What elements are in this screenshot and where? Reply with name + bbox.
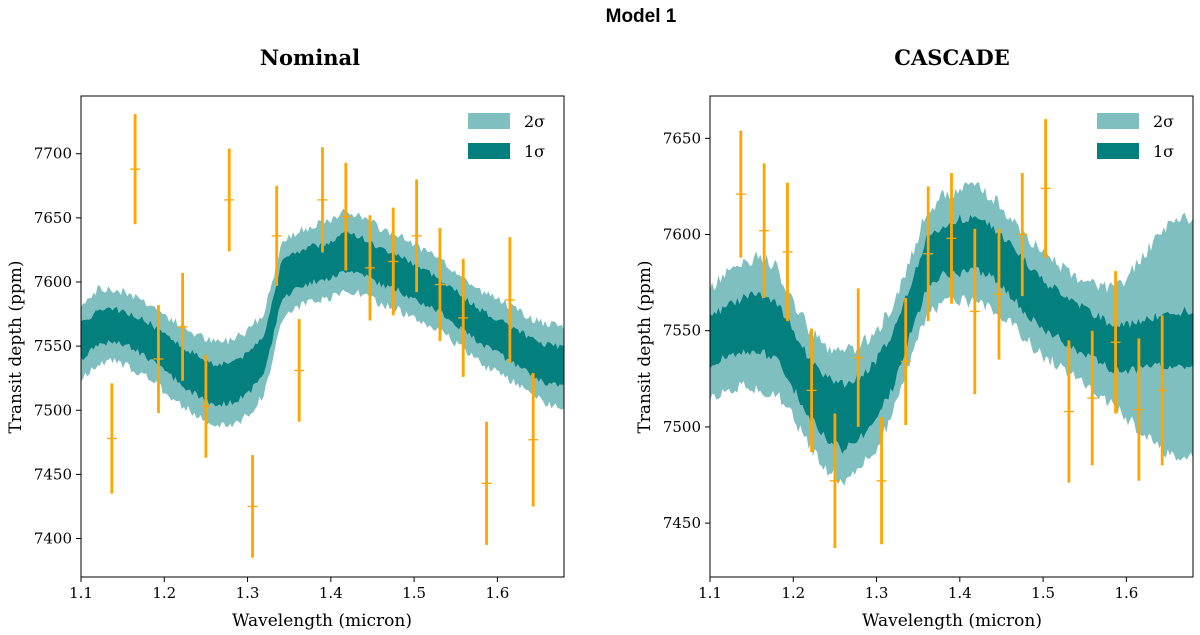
legend: 2σ 1σ [468,112,545,161]
y-tick-label: 7650 [34,209,72,227]
data-point [759,163,770,299]
data-point [1063,340,1074,483]
cascade-panel: CASCADE Wavelength (micron) Transit dept… [635,45,1194,631]
legend-label: 2σ [1153,112,1174,131]
data-point [1110,271,1121,414]
axes-frame [709,95,1194,578]
data-point [200,355,211,458]
data-point [806,328,817,452]
axes-frame [80,95,565,578]
y-tick-label: 7700 [34,145,72,163]
data-point [294,319,305,422]
y-tick-label: 7500 [663,418,701,436]
data-point [106,383,117,494]
legend-label: 1σ [524,142,545,161]
data-point [271,185,282,286]
legend: 2σ 1σ [1097,112,1174,161]
data-point [247,455,258,558]
legend-swatch [1097,113,1139,129]
plot-area [710,119,1193,549]
data-point [969,228,980,395]
data-point [153,305,164,413]
data-point [340,162,351,271]
band-1sigma [710,214,1193,454]
data-point [853,288,864,427]
data-point [317,147,328,253]
data-point [829,413,840,549]
data-point [946,172,957,304]
x-tick-label: 1.5 [1031,584,1055,602]
x-tick-label: 1.3 [236,584,260,602]
data-point [177,273,188,381]
legend-label: 1σ [1153,142,1174,161]
data-point [993,228,1004,360]
y-tick-label: 7650 [663,129,701,147]
x-tick-label: 1.1 [698,584,722,602]
y-tick-label: 7600 [663,226,701,244]
data-point [411,179,422,293]
data-point [504,237,515,363]
legend-label: 2σ [524,112,545,131]
y-tick-label: 7600 [34,273,72,291]
x-tick-label: 1.6 [1114,584,1138,602]
y-tick-label: 7550 [663,322,701,340]
figure-title: Model 1 [606,6,677,27]
x-axis-label: Wavelength (micron) [862,611,1042,631]
x-tick-label: 1.5 [402,584,426,602]
data-point [1087,330,1098,466]
data-point [528,373,539,507]
data-point [1133,338,1144,481]
x-axis-label: Wavelength (micron) [232,611,412,631]
data-point [1017,172,1028,297]
legend-swatch [468,113,510,129]
data-point [782,182,793,322]
data-point [130,113,141,225]
panel-title: CASCADE [894,45,1009,70]
x-tick-label: 1.2 [152,584,176,602]
y-axis-label: Transit depth (ppm) [6,260,26,433]
x-tick-label: 1.2 [781,584,805,602]
legend-swatch [468,143,510,159]
nominal-panel: Nominal Wavelength (micron) Transit dept… [6,45,565,631]
y-tick-label: 7500 [34,401,72,419]
y-tick-label: 7550 [34,337,72,355]
band-1sigma [81,229,564,407]
data-point [388,207,399,316]
y-tick-label: 7450 [34,465,72,483]
x-tick-label: 1.6 [485,584,509,602]
data-point [1157,315,1168,466]
y-tick-label: 7450 [663,514,701,532]
x-tick-label: 1.4 [319,584,343,602]
data-point [434,228,445,341]
data-point [876,417,887,545]
plot-area [81,113,564,558]
data-point [224,148,235,252]
data-point [1040,119,1051,258]
x-tick-label: 1.4 [948,584,972,602]
x-tick-label: 1.3 [865,584,889,602]
data-point [458,258,469,377]
x-tick-label: 1.1 [69,584,93,602]
legend-swatch [1097,143,1139,159]
y-tick-label: 7400 [34,530,72,548]
data-point [481,421,492,545]
data-point [364,215,375,321]
data-point [900,298,911,426]
y-axis-label: Transit depth (ppm) [635,260,655,433]
data-point [923,186,934,322]
panel-title: Nominal [260,45,360,70]
data-point [735,130,746,258]
